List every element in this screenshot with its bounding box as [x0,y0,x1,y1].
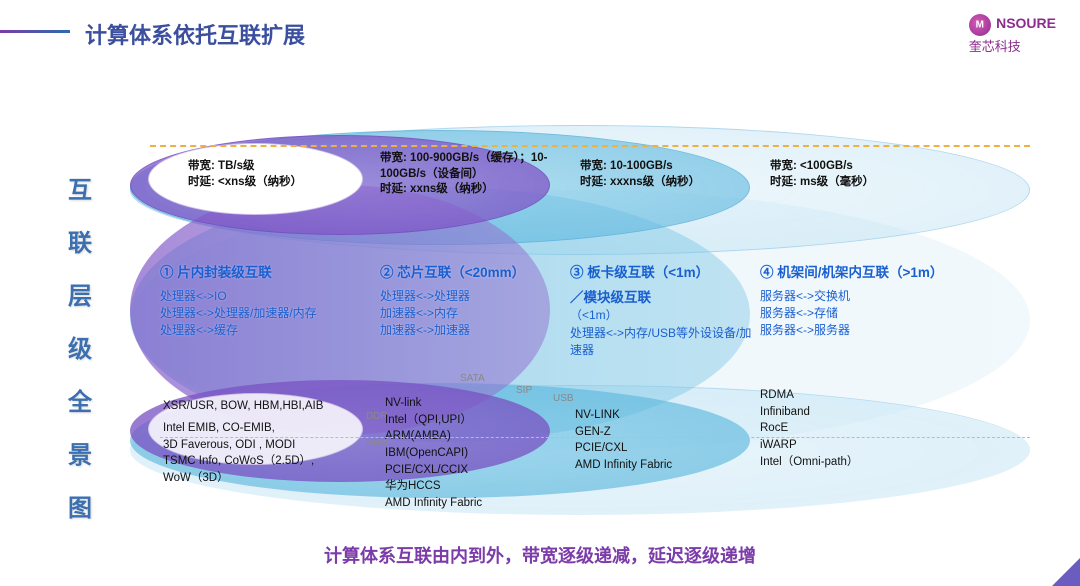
vchar: 全 [68,382,92,417]
top-dashed-arrow [150,145,1030,147]
col2-sub: 处理器<->处理器 加速器<->内存 加速器<->加速器 [380,288,570,340]
techlist-3: NV-LINK GEN-Z PCIE/CXL AMD Infinity Fabr… [575,407,755,474]
vchar: 级 [68,329,92,364]
bottom-caption: 计算体系互联由内到外，带宽逐级递减，延迟逐级递增 [0,542,1080,568]
vchar: 景 [68,435,92,470]
techlist-2: NV-link Intel（QPI,UPI） ARM(AMBA) IBM(Ope… [385,395,565,512]
spec-ring3: 带宽: 10-100GB/s 时延: xxxns级（纳秒） [580,159,750,190]
col3-title2: ／模块级互联 [570,288,760,308]
vertical-title: 互 联 层 级 全 景 图 [68,170,92,523]
cylinder-diagram: 带宽: TB/s级 时延: <xns级（纳秒） 带宽: 100-900GB/s（… [130,95,1050,495]
vchar: 图 [68,488,92,523]
techlist-4: RDMA Infiniband RocE iWARP Intel（Omni-pa… [760,387,940,470]
col4-title: ④ 机架间/机架内互联（>1m） [760,263,990,283]
bottom-dashed-line [160,437,1030,438]
col3-title2b: （<1m） [570,307,760,324]
techlist-1a: XSR/USR, BOW, HBM,HBI,AIB [163,398,363,415]
vchar: 互 [68,170,92,205]
col2-title: ② 芯片互联（<20mm） [380,263,570,283]
column-2: ② 芯片互联（<20mm） 处理器<->处理器 加速器<->内存 加速器<->加… [380,263,570,340]
column-3: ③ 板卡级互联（<1m） ／模块级互联 （<1m） 处理器<->内存/USB等外… [570,263,760,359]
col4-sub: 服务器<->交换机 服务器<->存储 服务器<->服务器 [760,288,990,340]
tag-sata: SATA [460,373,485,384]
column-1: ① 片内封装级互联 处理器<->IO 处理器<->处理器/加速器/内存 处理器<… [160,263,350,340]
col1-sub: 处理器<->IO 处理器<->处理器/加速器/内存 处理器<->缓存 [160,288,350,340]
spec-ring1: 带宽: TB/s级 时延: <xns级（纳秒） [188,159,348,190]
vchar: 联 [68,223,92,258]
vchar: 层 [68,276,92,311]
spec-ring2: 带宽: 100-900GB/s（缓存）；10-100GB/s（设备间） 时延: … [380,151,560,198]
corner-decoration [1052,558,1080,586]
page-title: 计算体系依托互联扩展 [85,18,305,50]
col3-sub: 处理器<->内存/USB等外设设备/加速器 [570,325,760,360]
col1-title: ① 片内封装级互联 [160,263,350,283]
column-4: ④ 机架间/机架内互联（>1m） 服务器<->交换机 服务器<->存储 服务器<… [760,263,990,340]
brand-logo: NSOURE 奎芯科技 [969,14,1056,55]
logo-text-cn: 奎芯科技 [969,39,1021,54]
logo-text-en: NSOURE [996,15,1056,31]
spec-ring4: 带宽: <100GB/s 时延: ms级（毫秒） [770,159,940,190]
logo-icon [969,14,991,36]
col3-title: ③ 板卡级互联（<1m） [570,263,760,283]
header-accent-line [0,30,70,33]
techlist-1b: Intel EMIB, CO-EMIB, 3D Faverous, ODI , … [163,420,373,487]
